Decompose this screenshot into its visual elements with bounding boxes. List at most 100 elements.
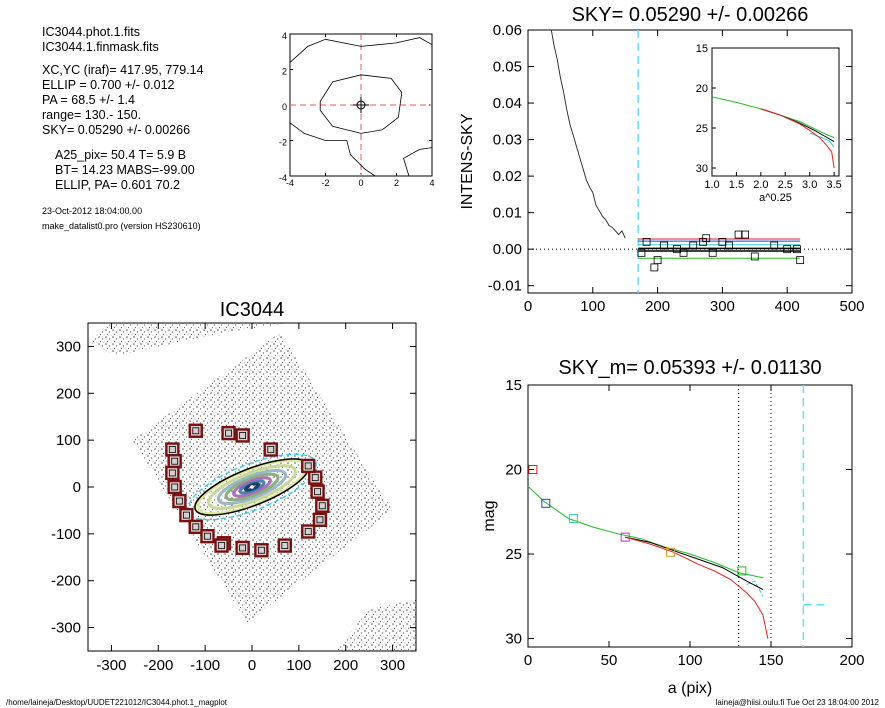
inset-x-label: a^0.25 — [759, 192, 792, 204]
inset-x-tick-label: 3.5 — [826, 179, 841, 191]
y-tick-label: 20 — [505, 462, 522, 479]
y-axis-label: INTENS-SKY — [459, 113, 476, 209]
y-tick-label: 0.05 — [493, 59, 522, 76]
y-tick-label: -300 — [51, 620, 81, 637]
sky-plot: 0 100 200 300 400 500 -0.01 0.00 0.01 0.02 0.03 0.0… — [459, 4, 865, 315]
contour-line — [319, 74, 403, 134]
x-axis-label: a (pix) — [668, 680, 712, 697]
inset-y-tick-label: 15 — [696, 43, 708, 55]
isophote — [243, 482, 261, 492]
y-tick-label: -0.01 — [488, 278, 522, 295]
mask-box-inner — [171, 483, 179, 491]
galaxy-nucleus — [250, 485, 254, 489]
sky-point — [734, 230, 743, 239]
info-program: make_datalist0.pro (version HS230610) — [42, 221, 201, 231]
mask-box — [301, 524, 316, 539]
mask-box — [221, 425, 236, 441]
y-tick-label: 25 — [505, 546, 522, 563]
neighbor-frame-top — [88, 323, 290, 356]
mask-box-inner — [225, 429, 232, 437]
black-profile — [625, 536, 764, 590]
mag-title: SKY_m= 0.05393 +/- 0.01130 — [558, 357, 821, 379]
x-tick-label: 200 — [839, 652, 864, 669]
y-tick-label: 200 — [56, 385, 81, 402]
x-tick-label: 500 — [839, 298, 864, 315]
mask-box-inner — [311, 474, 319, 482]
inset-green-curve — [711, 96, 835, 139]
info-line: IC3044.phot.1.fits — [42, 25, 140, 39]
isophote — [216, 468, 288, 506]
inset-x-tick-label: 1.0 — [704, 179, 719, 191]
sky-point — [637, 248, 646, 257]
mask-box-inner — [182, 511, 190, 519]
mask-box — [310, 484, 325, 499]
sky-point — [653, 256, 662, 265]
info-line: IC3044.1.finmask.fits — [42, 40, 159, 54]
mask-box — [188, 423, 203, 438]
x-tick-label: -2 — [321, 178, 329, 188]
sky-point — [650, 263, 659, 272]
sky-point — [793, 245, 801, 254]
sky-point — [724, 241, 733, 250]
y-tick-label: -200 — [51, 573, 81, 590]
sky-point — [708, 248, 717, 257]
footer-user-date: laineja@hiisi.oulu.fi Tue Oct 23 18:04:0… — [716, 698, 880, 707]
mask-box-inner — [267, 446, 275, 453]
cyan-profile — [746, 580, 764, 597]
x-tick-label: 300 — [380, 657, 405, 674]
x-tick-label: 300 — [710, 298, 735, 315]
mask-box-inner — [204, 532, 211, 540]
axes-frame — [527, 29, 853, 294]
mask-box — [308, 470, 323, 485]
mask-box — [301, 458, 316, 474]
x-tick-label: 0 — [524, 652, 532, 669]
info-block: IC3044.phot.1.fits IC3044.1.finmask.fits… — [42, 25, 204, 231]
inset-y-tick-label: 30 — [696, 163, 708, 175]
mask-box — [214, 538, 229, 553]
mag-profile-plot: SKY_m= 0.05393 +/- 0.01130 0 50 100 150 200 15… — [481, 357, 865, 697]
mask-box-inner — [171, 457, 179, 465]
mask-box — [235, 540, 250, 556]
info-line: ELLIP, PA= 0.601 70.2 — [55, 178, 180, 192]
intensity-profile — [550, 29, 626, 239]
x-tick-label: 2 — [394, 178, 399, 188]
mask-box — [263, 442, 278, 457]
y-tick-label: -4 — [279, 173, 287, 183]
inset-y-tick-label: 20 — [696, 83, 708, 95]
mask-box-inner — [175, 497, 183, 505]
mask-box-inner — [304, 528, 312, 535]
x-tick-label: 400 — [775, 298, 800, 315]
contour-line — [403, 147, 433, 177]
inset-frame — [711, 47, 840, 177]
sky-point — [770, 241, 779, 250]
inset-cyan-curve — [809, 132, 835, 148]
profile-marker — [666, 547, 676, 557]
y-axis-label: mag — [481, 500, 498, 531]
mask-box — [165, 465, 180, 481]
y-tick-label: 0 — [282, 102, 287, 112]
inset-y-tick-label: 25 — [696, 123, 708, 135]
mask-box — [254, 543, 269, 558]
info-line: range= 130.- 150. — [42, 108, 141, 122]
sky-point — [642, 237, 651, 246]
inset-x-tick-label: 2.0 — [753, 179, 768, 191]
sky-title: SKY= 0.05290 +/- 0.00266 — [572, 4, 809, 26]
mask-box — [235, 428, 250, 443]
footer-path: /home/laineja/Desktop/UUDET221012/IC3044… — [6, 698, 228, 707]
x-tick-label: 200 — [333, 657, 358, 674]
x-tick-label: 4 — [429, 178, 434, 188]
mask-box-inner — [239, 432, 247, 439]
inset-x-tick-label: 2.5 — [778, 179, 793, 191]
isophote — [238, 479, 266, 495]
x-tick-label: 0 — [248, 657, 256, 674]
x-tick-label: 100 — [286, 657, 311, 674]
info-line: XC,YC (iraf)= 417.95, 779.14 — [42, 63, 204, 77]
isophote — [232, 476, 272, 498]
profile-marker — [568, 514, 578, 524]
mask-box-inner — [192, 523, 200, 531]
red-profile — [625, 536, 769, 639]
y-tick-label: 0.02 — [493, 168, 522, 185]
sky-point — [660, 241, 668, 250]
profile-marker — [737, 566, 747, 576]
mask-box — [312, 512, 328, 527]
